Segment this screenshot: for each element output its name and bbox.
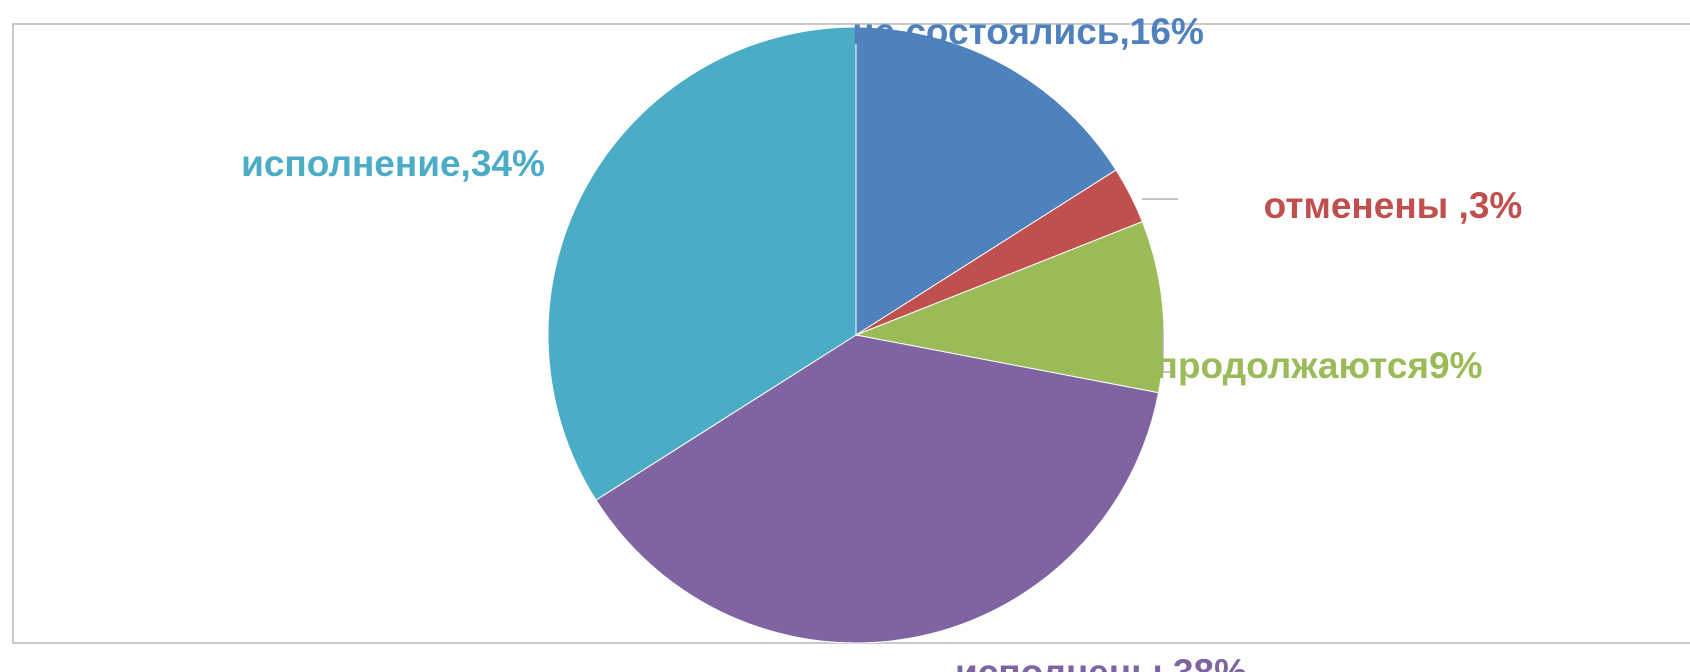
- data-label-ispolneny: исполнены 38%: [955, 652, 1247, 672]
- data-label-prodolzhayutsya: продолжаются9%: [1156, 345, 1483, 386]
- data-label-ne-sostoyalis: не состоялись,16%: [852, 11, 1204, 52]
- pie-slice-ispolnenie: [547, 26, 857, 501]
- data-label-ispolnenie: исполнение,34%: [241, 143, 545, 184]
- pie-slice-ispolneny: [595, 334, 1160, 644]
- data-labels: не состоялись,16% отменены ,3% продолжаю…: [241, 11, 1522, 672]
- leader-line-prodolzhayutsya: [1162, 330, 1170, 373]
- pie-slices: [547, 26, 1165, 644]
- pie-slice-prodolzhayutsya: [854, 220, 1165, 394]
- data-label-otmeneny: отменены ,3%: [1264, 185, 1523, 226]
- pie-slice-ne-sostoyalis: [855, 26, 1117, 336]
- leader-lines: [1142, 198, 1178, 373]
